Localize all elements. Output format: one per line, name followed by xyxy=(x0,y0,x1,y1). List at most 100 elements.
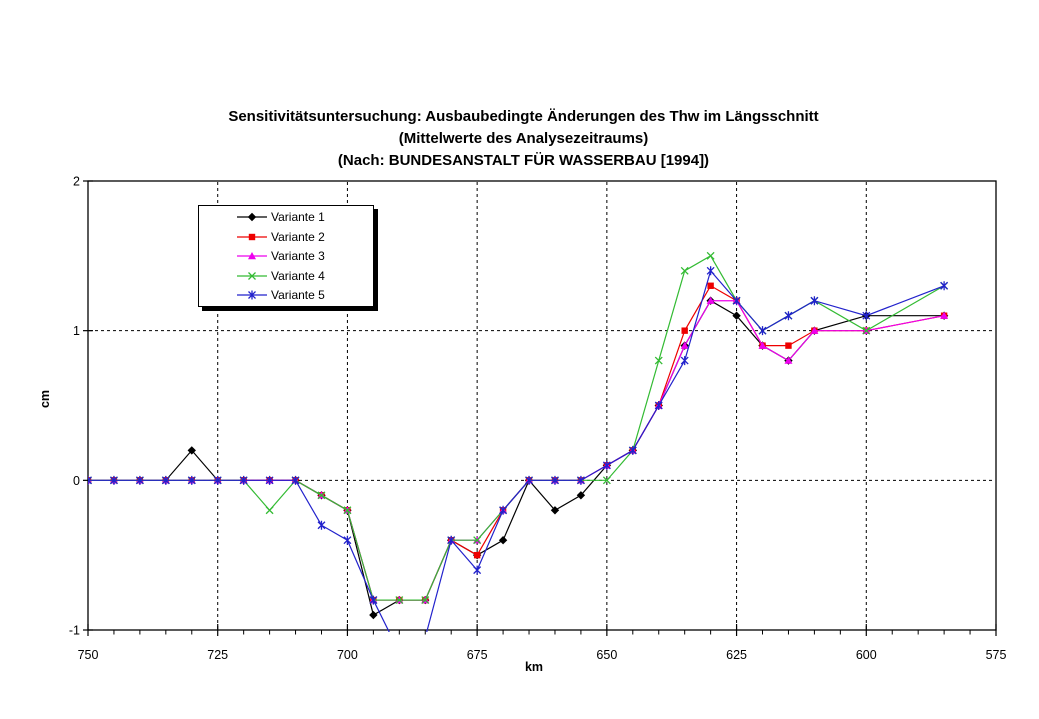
legend-item-variante-1: Variante 1 xyxy=(199,207,373,227)
triangle-marker xyxy=(680,341,689,349)
chart-title-block: Sensitivitätsuntersuchung: Ausbaubedingt… xyxy=(0,106,1039,172)
star-marker xyxy=(161,475,170,485)
series-line xyxy=(88,299,945,616)
legend-item-variante-5: Variante 5 xyxy=(199,285,373,305)
triangle-marker xyxy=(248,252,256,260)
triangle-marker xyxy=(758,341,767,349)
triangle-marker xyxy=(784,356,793,364)
star-marker xyxy=(576,475,585,485)
legend-item-variante-2: Variante 2 xyxy=(199,227,373,247)
x-tick-label: 575 xyxy=(986,648,1007,662)
series-variante-1 xyxy=(88,296,949,620)
star-marker xyxy=(551,475,559,485)
star-marker xyxy=(291,475,300,485)
x-marker xyxy=(602,476,611,485)
legend-key xyxy=(237,212,267,222)
x-tick-label: 600 xyxy=(856,648,877,662)
star-marker xyxy=(135,475,144,485)
legend-label: Variante 2 xyxy=(271,229,325,244)
x-marker xyxy=(862,326,871,335)
star-marker xyxy=(473,565,482,575)
diamond-marker xyxy=(732,311,741,320)
star-marker xyxy=(317,520,326,530)
star-marker xyxy=(187,475,196,485)
x-axis-label: km xyxy=(524,660,544,674)
star-marker xyxy=(940,281,949,291)
diamond-marker xyxy=(576,491,586,500)
star-marker xyxy=(862,311,871,321)
x-tick-label: 625 xyxy=(726,648,747,662)
star-marker xyxy=(447,535,456,545)
series-variante-3 xyxy=(88,296,949,604)
star-marker xyxy=(628,445,637,455)
series-line xyxy=(88,300,945,601)
star-marker xyxy=(810,296,819,306)
triangle-marker xyxy=(940,311,949,319)
x-tick-label: 700 xyxy=(337,648,358,662)
series-variante-5 xyxy=(88,266,949,657)
x-marker xyxy=(265,506,274,515)
legend-label: Variante 3 xyxy=(271,249,325,263)
legend-item-variante-3: Variante 3 xyxy=(199,246,373,266)
square-marker xyxy=(248,233,256,240)
star-marker xyxy=(602,460,611,470)
x-marker xyxy=(421,596,430,605)
y-tick-label: 2 xyxy=(73,175,80,189)
star-marker xyxy=(88,475,92,485)
x-tick-label: 750 xyxy=(78,648,99,662)
x-marker xyxy=(248,271,256,280)
x-marker xyxy=(680,266,689,275)
star-marker xyxy=(248,290,256,300)
square-marker xyxy=(785,342,792,349)
y-axis-label: cm xyxy=(38,389,53,409)
star-marker xyxy=(784,311,793,321)
square-marker xyxy=(473,551,481,559)
star-marker xyxy=(396,648,403,657)
star-marker xyxy=(265,475,274,485)
legend: Variante 1 Variante 2 Variante 3 Variante 4… xyxy=(198,205,374,307)
legend-label: Variante 4 xyxy=(271,268,325,283)
y-tick-label: -1 xyxy=(69,624,80,638)
diamond-marker xyxy=(187,446,196,455)
diamond-marker xyxy=(247,212,257,222)
x-marker xyxy=(473,536,482,545)
x-marker xyxy=(317,491,326,500)
x-marker xyxy=(654,356,663,365)
chart-subtitle-2: (Nach: BUNDESANSTALT FÜR WASSERBAU [1994… xyxy=(337,152,710,169)
plot-frame xyxy=(87,180,997,631)
star-marker xyxy=(499,505,508,515)
x-tick-label: 725 xyxy=(207,648,228,662)
star-marker xyxy=(343,535,352,545)
y-tick-label: 0 xyxy=(73,474,80,488)
square-marker xyxy=(681,327,688,334)
diamond-marker xyxy=(550,506,560,515)
star-marker xyxy=(239,475,248,485)
x-marker xyxy=(706,251,715,260)
star-marker xyxy=(525,475,533,485)
x-tick-label: 650 xyxy=(596,648,617,662)
star-marker xyxy=(706,266,715,276)
triangle-marker xyxy=(810,326,819,334)
chart-title: Sensitivitätsuntersuchung: Ausbaubedingt… xyxy=(228,108,819,125)
square-marker xyxy=(707,282,714,289)
legend-label: Variante 5 xyxy=(271,288,325,302)
x-marker xyxy=(395,596,404,605)
series-line xyxy=(88,255,945,601)
legend-label: Variante 1 xyxy=(271,210,325,224)
legend-key xyxy=(237,233,267,240)
star-marker xyxy=(732,296,741,306)
star-marker xyxy=(369,595,378,605)
diamond-marker xyxy=(369,610,378,620)
x-tick-label: 675 xyxy=(467,648,488,662)
triangle-marker xyxy=(706,296,715,304)
x-marker xyxy=(343,506,352,515)
chart-subtitle-1: (Mittelwerte des Analysezeitraums) xyxy=(398,130,649,147)
star-marker xyxy=(654,401,663,410)
star-marker xyxy=(109,475,118,485)
y-tick-label: 1 xyxy=(73,324,80,338)
star-marker xyxy=(680,356,689,366)
legend-key xyxy=(237,271,267,280)
legend-item-variante-4: Variante 4 xyxy=(199,266,373,286)
